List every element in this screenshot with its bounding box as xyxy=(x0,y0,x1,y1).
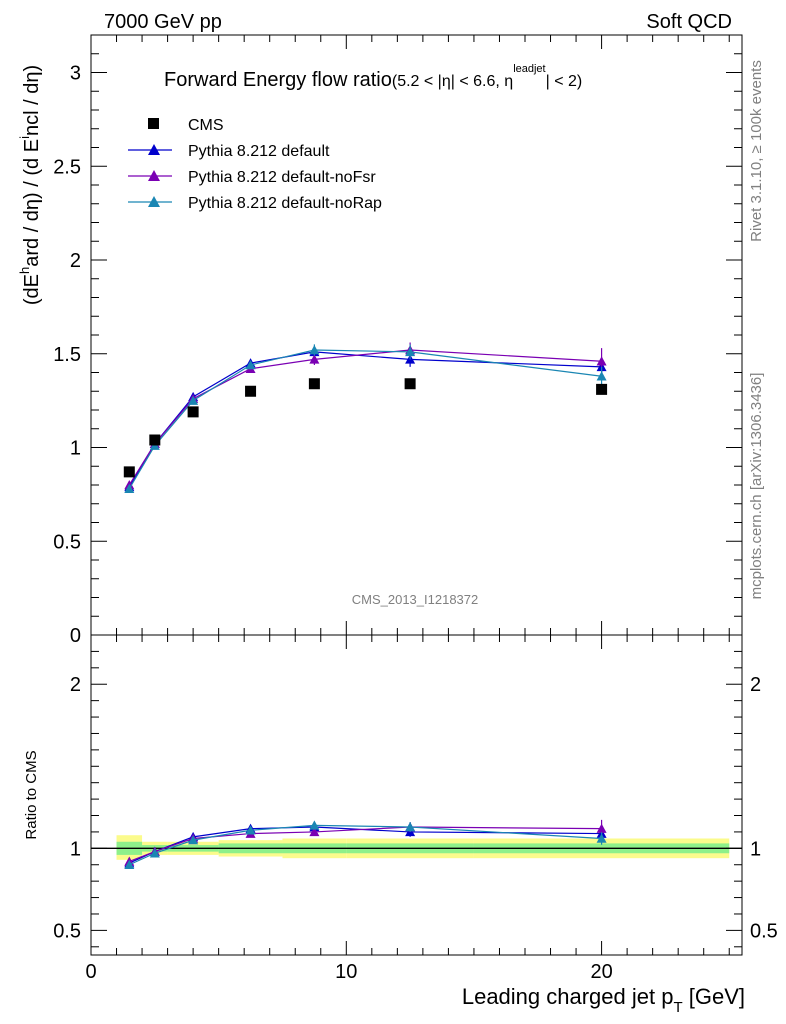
x-tick-labels: 0 10 20 xyxy=(85,961,612,983)
main-line-noRap xyxy=(128,349,602,490)
ratio-point-noRap xyxy=(309,820,320,830)
main-point-noRap xyxy=(309,345,320,355)
cms-data-point xyxy=(123,466,135,478)
legend-label-cms: CMS xyxy=(188,117,224,134)
ratio-y-tick-label: 1 xyxy=(70,838,81,860)
ratio-point-noFsr xyxy=(309,826,320,837)
ratio-uncertainty-band xyxy=(91,835,742,860)
cms-data-point xyxy=(308,378,320,390)
main-y-tick-label: 1.5 xyxy=(53,344,81,366)
main-point-noFsr xyxy=(309,354,320,364)
header-left: 7000 GeV pp xyxy=(104,11,222,33)
main-line-default xyxy=(128,351,602,488)
legend: CMS Pythia 8.212 default Pythia 8.212 de… xyxy=(128,117,382,212)
legend-label-default: Pythia 8.212 default xyxy=(188,143,330,160)
cms-data-point xyxy=(404,378,416,390)
cms-data-point xyxy=(245,385,257,397)
main-series-layer xyxy=(123,342,608,493)
ratio-point-noRap xyxy=(149,848,160,858)
main-point-noFsr xyxy=(596,356,607,366)
main-y-tick-label: 0 xyxy=(70,625,81,647)
cms-data-point xyxy=(187,406,199,418)
ratio-point-noRap xyxy=(188,835,199,845)
main-point-noRap xyxy=(188,395,199,405)
main-y-tick-label: 2 xyxy=(70,250,81,272)
legend-marker-cms xyxy=(148,118,159,129)
legend-label-nofsr: Pythia 8.212 default-noFsr xyxy=(188,169,376,186)
ratio-y-tick-label-right: 2 xyxy=(750,674,761,696)
x-tick-label: 0 xyxy=(85,961,96,983)
main-y-tick-label: 1 xyxy=(70,438,81,460)
x-tick-label: 20 xyxy=(590,961,612,983)
ratio-point-noFsr xyxy=(596,823,607,833)
ratio-series-layer xyxy=(124,819,607,869)
ratio-y-tick-label-right: 0.5 xyxy=(750,920,778,942)
ratio-panel: 0.5 0.5 1 1 2 2 xyxy=(53,634,778,956)
ratio-y-label: Ratio to CMS xyxy=(23,750,40,839)
x-axis-label: Leading charged jet pT [GeV] xyxy=(462,984,745,1016)
main-point-noRap xyxy=(245,360,256,370)
legend-marker-default xyxy=(148,144,160,155)
ratio-point-noRap xyxy=(596,833,607,843)
legend-marker-nofsr xyxy=(148,170,160,181)
ratio-y-tick-label: 2 xyxy=(70,674,81,696)
cms-data-point xyxy=(149,434,161,446)
chart-title: Forward Energy flow ratio(5.2 < |η| < 6.… xyxy=(164,63,582,91)
ratio-point-noRap xyxy=(124,859,135,869)
ratio-y-tick-label-right: 1 xyxy=(750,838,761,860)
main-y-label: (dEhard / dη) / (d Eincl / dη) xyxy=(17,65,43,305)
main-point-noRap xyxy=(124,483,135,493)
legend-marker-norap xyxy=(148,196,160,207)
main-line-noFsr xyxy=(128,349,602,486)
mcplots-label: mcplots.cern.ch [arXiv:1306.3436] xyxy=(748,373,765,600)
ratio-frame xyxy=(90,634,743,956)
main-y-tick-label: 0.5 xyxy=(53,531,81,553)
main-ticks: 0 0.5 1 1.5 2 2.5 3 xyxy=(53,34,742,647)
main-point-noRap xyxy=(405,346,416,357)
main-point-noRap xyxy=(596,371,607,381)
main-y-tick-label: 3 xyxy=(70,63,81,85)
header-right: Soft QCD xyxy=(646,11,732,33)
ratio-point-noRap xyxy=(245,825,256,835)
analysis-watermark: CMS_2013_I1218372 xyxy=(352,592,479,607)
ratio-y-tick-label: 0.5 xyxy=(53,920,81,942)
ratio-ticks: 0.5 0.5 1 1 2 2 xyxy=(53,635,778,955)
main-y-tick-label: 2.5 xyxy=(53,156,81,178)
rivet-version-label: Rivet 3.1.10, ≥ 100k events xyxy=(748,60,765,242)
ratio-point-noRap xyxy=(405,822,416,832)
cms-data-point xyxy=(596,383,608,395)
legend-label-norap: Pythia 8.212 default-noRap xyxy=(188,195,382,212)
x-tick-label: 10 xyxy=(335,961,357,983)
